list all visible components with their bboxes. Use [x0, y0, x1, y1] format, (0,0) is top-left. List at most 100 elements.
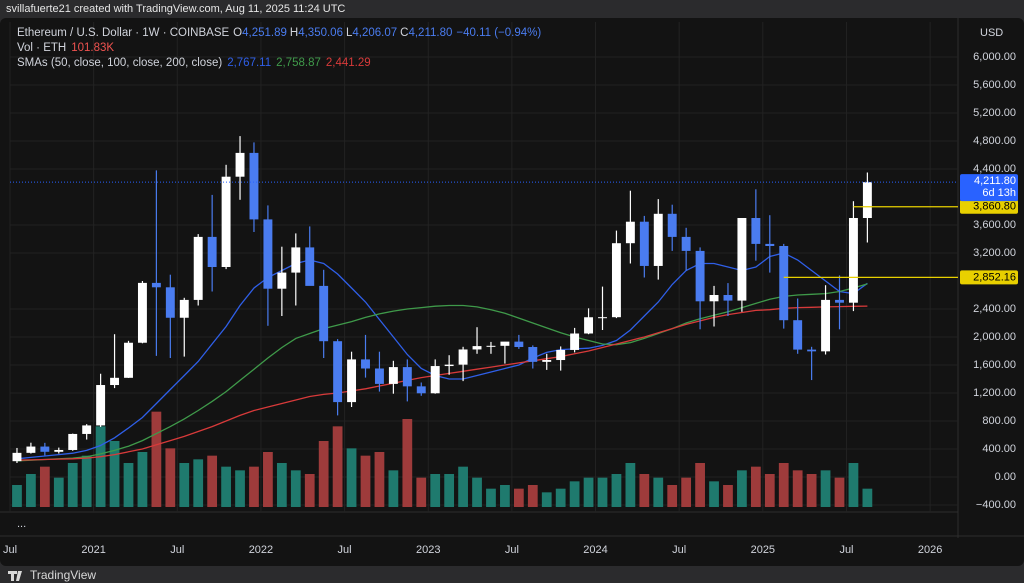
x-tick-label: 2024	[583, 544, 607, 556]
volume-bar	[848, 463, 859, 507]
x-tick-label: 2022	[249, 544, 273, 556]
volume-bar	[290, 470, 301, 507]
x-tick-label: 2025	[751, 544, 775, 556]
volume-bar	[723, 485, 733, 507]
candle-body	[12, 452, 22, 462]
y-tick-label: 0.00	[995, 471, 1016, 483]
candle-body	[611, 243, 621, 318]
footer-logo	[8, 571, 22, 581]
candle-body	[277, 272, 287, 289]
countdown: 6d 13h	[982, 187, 1016, 199]
y-tick-label: 5,200.00	[973, 107, 1016, 119]
candle-body	[249, 152, 259, 220]
volume-bar	[569, 481, 580, 507]
candle-body	[639, 221, 649, 266]
change: −40.11 (−0.94%)	[456, 27, 541, 39]
candle-body	[179, 299, 189, 318]
y-tick-label: 6,000.00	[973, 51, 1016, 63]
y-tick-label: 1,600.00	[973, 359, 1016, 371]
volume-bar	[500, 485, 510, 507]
candle-body	[151, 282, 161, 288]
candle-body	[862, 182, 872, 218]
volume-bar	[695, 463, 705, 507]
candle-body	[193, 236, 203, 300]
candle-body	[751, 218, 761, 244]
x-tick-label: 2026	[918, 544, 942, 556]
candle-body	[68, 433, 78, 450]
volume-bar	[39, 466, 50, 507]
l-key: L	[346, 27, 353, 39]
volume-bar	[95, 426, 106, 507]
candle-body	[444, 364, 454, 367]
volume-bar	[221, 466, 231, 507]
volume-bar	[304, 474, 315, 507]
candle-body	[793, 320, 803, 350]
candle-body	[165, 287, 175, 318]
sma-line	[16, 305, 868, 461]
x-tick-label: Jul	[170, 544, 184, 556]
candle-body	[263, 219, 273, 289]
candle-body	[723, 295, 733, 301]
candle-body	[124, 342, 133, 378]
y-tick-label: 3,200.00	[973, 247, 1016, 259]
volume-bar	[444, 474, 455, 507]
volume-bar	[53, 477, 64, 507]
volume-bar	[109, 441, 120, 507]
candle-body	[584, 317, 594, 334]
candle-body	[361, 359, 370, 369]
volume-bar	[179, 463, 190, 507]
candle-body	[137, 282, 147, 343]
currency: USD	[980, 27, 1003, 39]
candle-body	[667, 213, 677, 237]
candle-body	[528, 347, 538, 362]
volume-bar	[193, 459, 204, 507]
candle-body	[458, 349, 468, 365]
volume-value: 101.83K	[71, 42, 114, 54]
volume-bar	[625, 463, 636, 507]
x-tick-label: Jul	[839, 544, 853, 556]
candle-body	[26, 446, 36, 453]
volume-title: Vol · ETH	[17, 42, 66, 54]
last-price-label-bg	[960, 174, 1018, 202]
y-tick-label: 400.00	[982, 443, 1016, 455]
sma-line	[16, 252, 868, 460]
candle-body	[40, 446, 50, 452]
candle-body	[695, 250, 705, 302]
volume-bar	[276, 463, 287, 507]
volume-bar	[513, 488, 524, 507]
candle-body	[848, 218, 858, 303]
candle-body	[305, 247, 315, 286]
volume-bar	[26, 474, 36, 507]
volume-bar	[458, 466, 468, 507]
candle-body	[319, 285, 329, 342]
volume-bar	[778, 463, 789, 507]
candle-body	[291, 247, 301, 273]
y-tick-label: 3,600.00	[973, 219, 1016, 231]
h-value: 4,350.06	[298, 27, 343, 39]
volume-bar	[123, 463, 134, 507]
volume-bar	[318, 441, 329, 507]
level-label-bg	[960, 270, 1018, 285]
volume-bar	[374, 452, 385, 507]
candle-body	[430, 366, 440, 394]
plot: 6,000.00 5,600.00 5,200.00 4,800.00 4,400.00…	[3, 22, 1018, 556]
candle-body	[542, 360, 552, 362]
o-value: 4,251.89	[242, 27, 287, 39]
candle-body	[333, 341, 343, 403]
sma-line	[16, 283, 868, 462]
candle-body	[486, 345, 496, 347]
volume-bar	[235, 470, 245, 507]
volume-bar	[653, 477, 664, 507]
header: svillafuerte21 created with TradingView.…	[6, 3, 345, 15]
x-tick-label: Jul	[505, 544, 519, 556]
volume-bar	[332, 426, 343, 507]
h-key: H	[290, 27, 298, 39]
volume-bar	[486, 488, 496, 507]
candle-body	[374, 368, 384, 384]
candle-body	[779, 246, 789, 321]
volume-bar	[527, 485, 538, 507]
volume-bar	[12, 485, 22, 507]
volume-bar	[555, 488, 566, 507]
sma-value: 2,441.29	[326, 57, 371, 69]
